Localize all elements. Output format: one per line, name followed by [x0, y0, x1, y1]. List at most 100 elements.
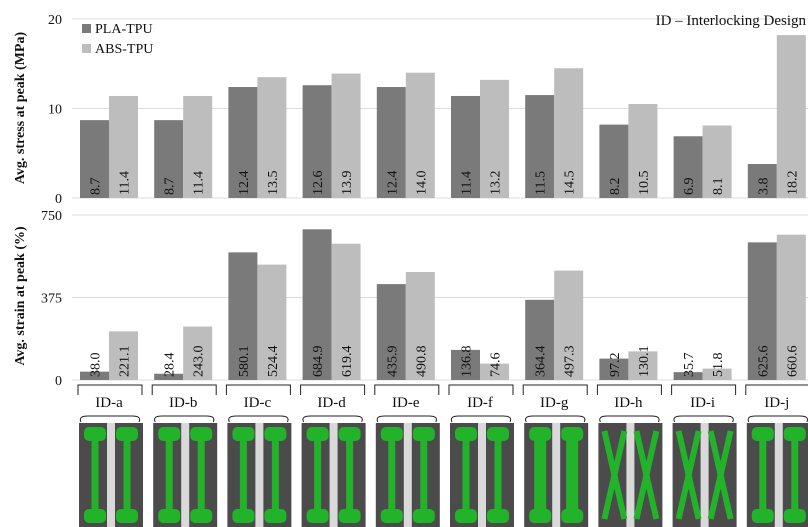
strain-bar-abs-tpu — [480, 363, 509, 380]
stress-value-label: 13.9 — [340, 171, 355, 196]
strain-bar-pla-tpu — [747, 242, 777, 380]
stress-bar-pla-tpu — [673, 136, 703, 198]
stress-tick-label: 0 — [55, 192, 62, 207]
strain-value-label: 580.1 — [237, 346, 252, 378]
stress-value-label: 8.7 — [89, 178, 104, 196]
stress-bar-abs-tpu — [776, 35, 806, 198]
specimen-photo — [672, 423, 737, 527]
category-bracket-bottom — [228, 415, 289, 423]
category-label: ID-g — [540, 395, 569, 411]
stress-value-label: 8.7 — [163, 178, 178, 196]
stress-bar-pla-tpu — [302, 85, 332, 198]
strain-axis-label: Avg. strain at peak (%) — [13, 226, 28, 366]
stress-value-label: 14.0 — [414, 171, 429, 196]
legend-swatch-pla-tpu — [82, 24, 91, 33]
strain-value-label: 684.9 — [311, 346, 326, 378]
stress-bar-abs-tpu — [257, 77, 287, 198]
category-bracket-bottom — [154, 415, 215, 423]
category-bracket-bottom — [599, 415, 660, 423]
strain-tick-label: 375 — [41, 292, 62, 307]
strain-value-label: 136.8 — [460, 346, 475, 378]
category-bracket-top — [596, 384, 662, 395]
strain-value-label: 51.8 — [711, 353, 726, 378]
strain-bar-abs-tpu — [405, 272, 435, 380]
category-bracket-top — [300, 384, 366, 395]
stress-value-label: 8.1 — [711, 178, 726, 196]
stress-bar-pla-tpu — [599, 124, 629, 198]
legend-label-pla-tpu: PLA-TPU — [95, 22, 153, 37]
stress-bar-abs-tpu — [554, 68, 584, 198]
strain-bar-pla-tpu — [154, 373, 184, 380]
strain-bar-pla-tpu — [80, 371, 109, 380]
stress-bar-abs-tpu — [183, 95, 213, 198]
category-bracket-top — [77, 384, 143, 395]
specimen-photo — [227, 423, 292, 527]
strain-value-label: 619.4 — [340, 346, 355, 378]
stress-bar-abs-tpu — [480, 79, 509, 198]
category-label: ID-i — [690, 395, 715, 411]
stress-tick-label: 20 — [48, 13, 62, 28]
specimen-photo — [79, 423, 143, 527]
strain-bar-pla-tpu — [302, 229, 332, 380]
category-label: ID-e — [392, 395, 420, 411]
strain-bar-pla-tpu — [376, 284, 406, 380]
category-bracket-top — [671, 384, 737, 395]
stress-axis-label: Avg. stress at peak (MPa) — [13, 32, 28, 185]
strain-bar-pla-tpu — [525, 299, 555, 380]
category-bracket-top — [745, 384, 808, 395]
stress-bar-abs-tpu — [702, 125, 732, 198]
stress-value-label: 14.5 — [563, 171, 578, 196]
stress-value-label: 8.2 — [608, 178, 623, 196]
strain-tick-label: 0 — [55, 374, 62, 389]
strain-value-label: 221.1 — [118, 346, 133, 378]
specimen-photo — [450, 423, 514, 527]
stress-bar-pla-tpu — [154, 120, 184, 198]
category-label: ID-a — [95, 395, 123, 411]
specimen-photo — [301, 423, 366, 527]
specimen-photo-layer — [79, 423, 808, 527]
strain-value-label: 435.9 — [385, 346, 400, 378]
stress-bar-pla-tpu — [451, 95, 480, 198]
strain-value-label: 524.4 — [266, 346, 281, 378]
category-bracket-bottom — [376, 415, 437, 423]
strain-bar-abs-tpu — [554, 270, 584, 380]
strain-value-label: 364.4 — [534, 346, 549, 378]
stress-value-label: 13.5 — [266, 171, 281, 196]
strain-bar-abs-tpu — [183, 326, 213, 380]
strain-value-label: 74.6 — [489, 353, 504, 378]
grid-layer — [72, 18, 808, 381]
category-bracket-top — [151, 384, 217, 395]
strain-bar-pla-tpu — [228, 252, 258, 380]
stress-bar-pla-tpu — [525, 95, 555, 198]
strain-bar-pla-tpu — [599, 358, 629, 380]
category-bracket-top — [225, 384, 291, 395]
category-bracket-bottom — [673, 415, 734, 423]
stress-bar-abs-tpu — [109, 95, 138, 198]
category-bracket-top — [522, 384, 588, 395]
legend-label-abs-tpu: ABS-TPU — [95, 42, 153, 57]
strain-bar-abs-tpu — [776, 234, 806, 380]
category-bracket-bottom — [747, 415, 808, 423]
strain-value-label: 130.1 — [637, 346, 652, 378]
specimen-photo — [153, 423, 218, 527]
stress-value-label: 11.4 — [192, 171, 207, 195]
stress-value-label: 11.4 — [460, 171, 475, 195]
category-bracket-top — [374, 384, 440, 395]
stress-bar-abs-tpu — [405, 72, 435, 198]
category-bracket-bottom — [79, 415, 141, 423]
stress-bar-pla-tpu — [376, 87, 406, 198]
category-bracket-bottom — [302, 415, 363, 423]
interlocking-design-note: ID – Interlocking Design — [656, 13, 807, 29]
stress-value-label: 12.6 — [311, 171, 326, 196]
category-label: ID-f — [467, 395, 493, 411]
strain-value-label: 497.3 — [563, 346, 578, 378]
category-label: ID-b — [169, 395, 197, 411]
category-bracket-top — [448, 384, 514, 395]
strain-value-label: 490.8 — [414, 346, 429, 378]
strain-value-label: 97.2 — [608, 353, 623, 378]
strain-bar-abs-tpu — [331, 243, 361, 380]
stress-value-label: 11.5 — [534, 171, 549, 195]
stress-value-label: 12.4 — [385, 171, 400, 196]
stress-bar-pla-tpu — [228, 87, 258, 198]
